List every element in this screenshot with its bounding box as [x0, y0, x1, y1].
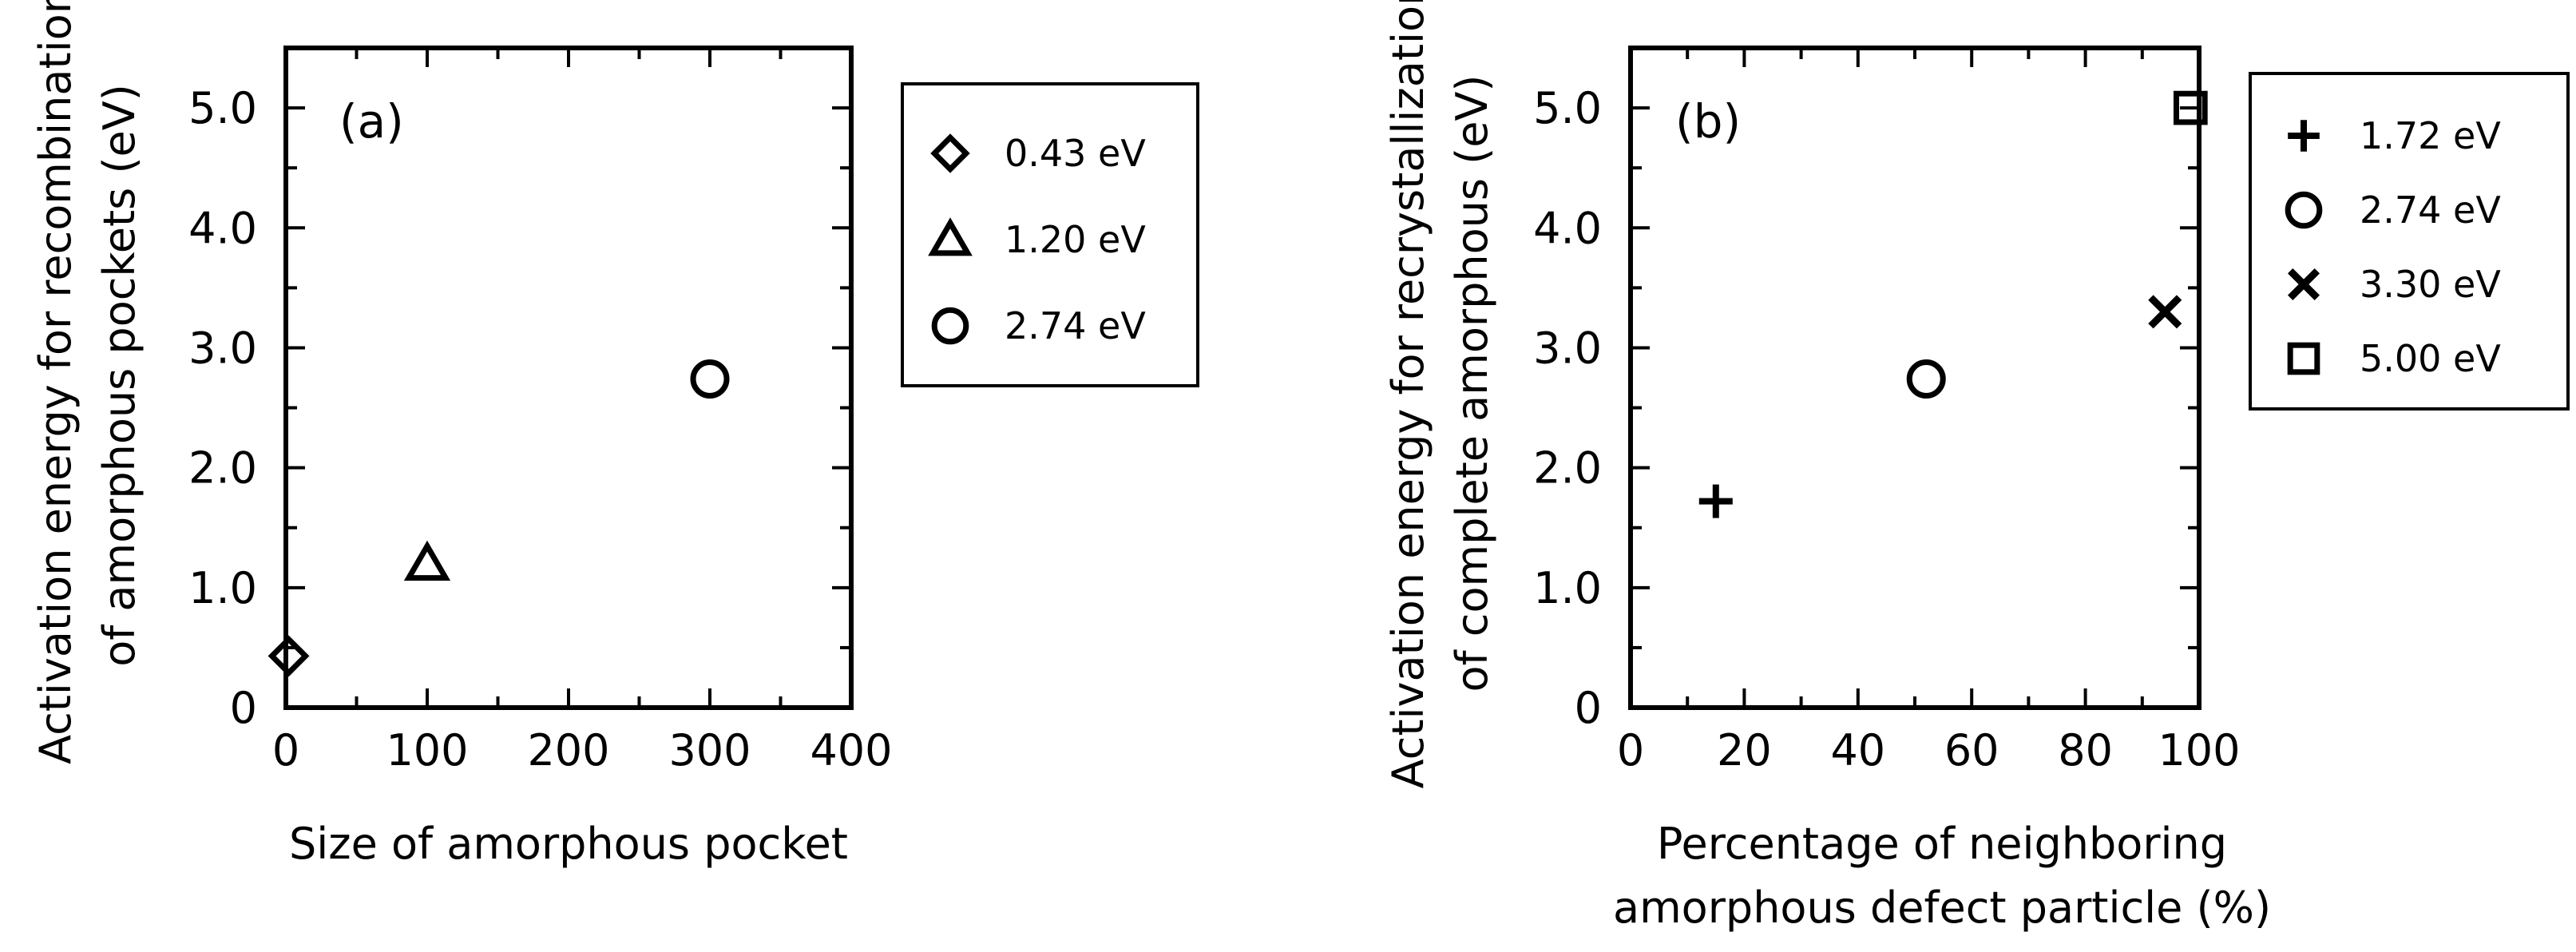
x-tick-label: 400: [810, 725, 892, 775]
x-tick-label: 100: [2158, 725, 2240, 775]
y-axis-title: of complete amorphous (eV): [1447, 75, 1497, 692]
y-tick-label: 0: [1575, 683, 1602, 733]
data-point-cross: [2148, 295, 2182, 329]
legend-marker-plus: [2288, 120, 2320, 152]
y-tick-label: 4.0: [1533, 203, 1602, 253]
legend-item: 5.00 eV: [2287, 337, 2501, 380]
legend-label: 3.30 eV: [2360, 263, 2501, 306]
y-tick-label: 4.0: [188, 203, 257, 253]
data-point-circle: [690, 359, 730, 399]
legend-item: 1.72 eV: [2288, 114, 2501, 157]
y-axis-title: Activation energy for recrystallization: [1383, 0, 1433, 788]
y-axis-title: of amorphous pockets (eV): [94, 84, 145, 667]
x-axis-title: amorphous defect particle (%): [1613, 883, 2271, 933]
data-point-triangle: [403, 540, 451, 581]
legend-box: [901, 82, 1199, 387]
x-tick-label: 0: [272, 725, 299, 775]
y-axis-title: Activation energy for recombination: [30, 0, 81, 764]
x-tick-label: 300: [668, 725, 751, 775]
data-point-circle: [1906, 359, 1946, 399]
x-tick-label: 100: [386, 725, 468, 775]
x-axis-title: Percentage of neighboring: [1657, 819, 2227, 869]
axis-ticks: [1629, 46, 2201, 709]
legend-item: 3.30 eV: [2287, 263, 2501, 306]
legend-marker-cross: [2287, 268, 2320, 301]
legend-label: 2.74 eV: [2360, 188, 2501, 232]
legend-item: 0.43 eV: [930, 132, 1146, 175]
legend: 0.43 eV 1.20 eV 2.74 eV: [901, 82, 1199, 387]
panel-b: 0 20 40 60 80 100 0 1.0 2.0 3.0 4.0 5.0 Activation e…: [1383, 0, 2570, 933]
panel-label: (b): [1675, 94, 1741, 149]
panel-a: 0 100 200 300 400 0 1.0 2.0 3.0 4.0 5.0 Activation …: [30, 0, 1199, 869]
panel-label: (a): [339, 94, 404, 149]
y-tick-label: 2.0: [188, 443, 257, 494]
x-tick-label: 0: [1617, 725, 1644, 775]
legend: 1.72 eV 2.74 eV 3.30 eV 5.00 eV: [2249, 72, 2570, 411]
legend-marker-circle: [2285, 191, 2323, 229]
y-tick-label: 5.0: [1533, 83, 1602, 133]
legend-item: 2.74 eV: [931, 304, 1146, 347]
y-tick-label: 3.0: [188, 323, 257, 373]
legend-label: 2.74 eV: [1005, 304, 1146, 347]
y-tick-label: 3.0: [1533, 323, 1602, 373]
legend-marker-square: [2287, 342, 2320, 375]
legend-marker-diamond: [930, 133, 970, 173]
y-tick-label: 2.0: [1533, 443, 1602, 494]
x-tick-label: 80: [2058, 725, 2113, 775]
axis-ticks: [284, 46, 853, 709]
data-point-diamond: [268, 635, 310, 677]
x-tick-label: 40: [1830, 725, 1885, 775]
x-axis-title: Size of amorphous pocket: [289, 819, 848, 869]
y-tick-label: 0: [230, 683, 257, 733]
legend-label: 0.43 eV: [1005, 132, 1146, 175]
x-tick-label: 60: [1944, 725, 1999, 775]
legend-marker-circle: [931, 307, 969, 345]
data-point-plus: [1698, 484, 1733, 518]
y-tick-label: 1.0: [1533, 563, 1602, 613]
legend-label: 1.20 eV: [1005, 218, 1146, 261]
x-tick-label: 200: [527, 725, 609, 775]
legend-label: 5.00 eV: [2360, 337, 2501, 380]
legend-marker-triangle: [928, 217, 973, 256]
x-tick-label: 20: [1717, 725, 1772, 775]
data-point-square: [2173, 90, 2208, 125]
legend-item: 2.74 eV: [2285, 188, 2501, 232]
legend-label: 1.72 eV: [2360, 114, 2501, 157]
y-tick-label: 5.0: [188, 83, 257, 133]
legend-item: 1.20 eV: [928, 217, 1146, 261]
y-tick-label: 1.0: [188, 563, 257, 613]
